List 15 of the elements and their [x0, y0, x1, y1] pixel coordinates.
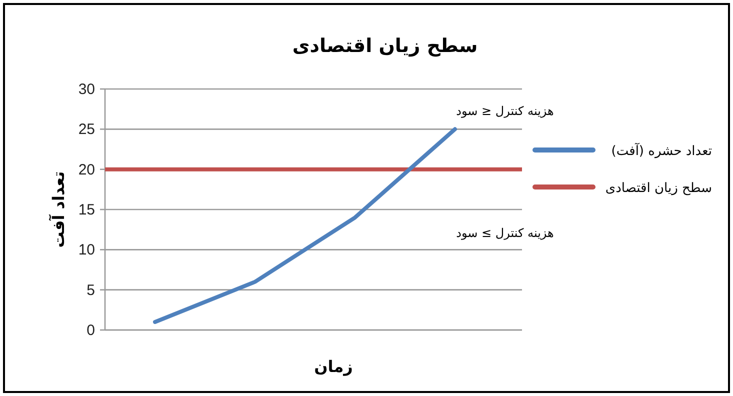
- y-tick-label: 0: [86, 322, 95, 339]
- annotation: هزینه کنترل ≥ سود: [456, 226, 554, 240]
- y-tick-label: 15: [78, 202, 95, 218]
- legend-label: سطح زیان اقتصادی: [605, 181, 712, 196]
- y-tick-label: 10: [78, 242, 95, 259]
- y-tick-label: 25: [78, 121, 95, 138]
- legend-label: تعداد حشره (آفت): [611, 142, 712, 159]
- x-axis-title: زمان: [314, 357, 353, 376]
- line-series: [153, 127, 457, 324]
- annotation: هزینه کنترل ≤ سود: [456, 104, 554, 118]
- y-tick-label: 20: [78, 161, 95, 178]
- y-tick-label: 30: [78, 81, 95, 98]
- chart-title: سطح زیان اقتصادی: [292, 35, 478, 57]
- y-tick-label: 5: [86, 282, 95, 299]
- y-axis-title: تعداد آفت: [48, 171, 68, 248]
